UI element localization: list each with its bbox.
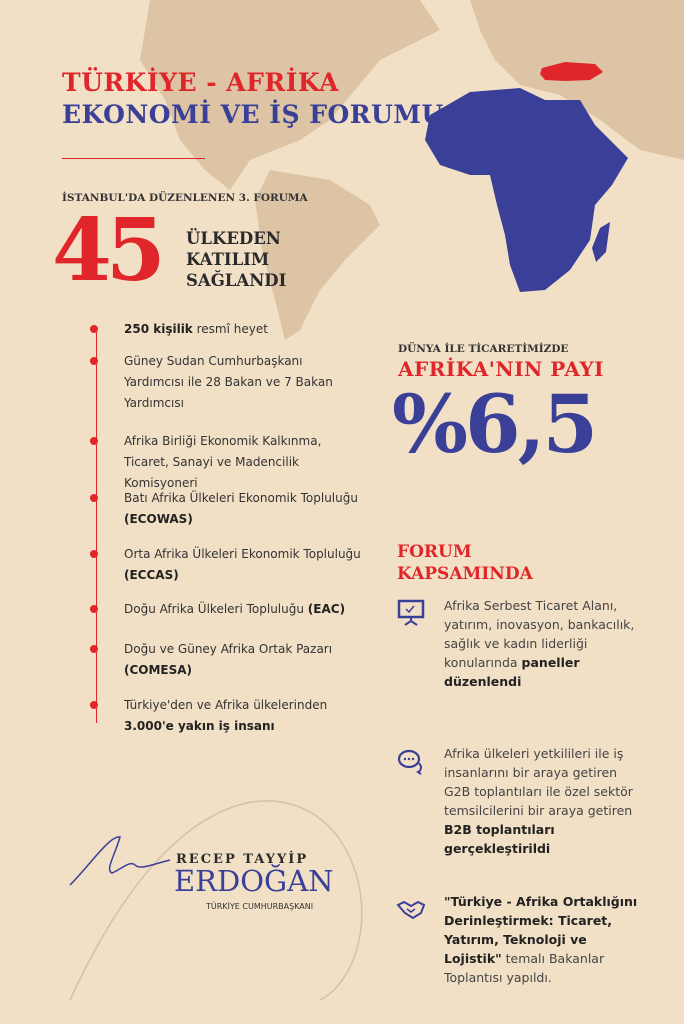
- text-segment: Afrika Serbest Ticaret Alanı, yatırım, i…: [444, 598, 635, 670]
- text-segment: Orta Afrika Ülkeleri Ekonomik Topluluğu: [124, 547, 361, 561]
- participant-text: Batı Afrika Ülkeleri Ekonomik Topluluğu …: [124, 488, 364, 530]
- text-segment: (EAC): [307, 602, 346, 616]
- text-segment: Doğu ve Güney Afrika Ortak Pazarı: [124, 642, 333, 656]
- text-segment: Doğu Afrika Ülkeleri Topluluğu: [124, 602, 308, 616]
- text-segment: (ECCAS): [124, 568, 179, 582]
- africa-map: [425, 88, 628, 292]
- text-segment: Afrika ülkeleri yetkilileri ile iş insan…: [444, 746, 633, 818]
- bullet-dot: [90, 701, 98, 709]
- country-count: 45: [52, 200, 166, 301]
- text-segment: Afrika Birliği Ekonomik Kalkınma, Ticare…: [124, 434, 322, 490]
- stat-subtitle: İSTANBUL'DA DÜZENLENEN 3. FORUMA: [62, 192, 308, 204]
- forum-title: FORUM KAPSAMINDA: [397, 541, 533, 585]
- text-segment: "Türkiye - Afrika Ortaklığını Derinleşti…: [444, 894, 638, 966]
- signatory-first-name: RECEP TAYYİP: [176, 852, 309, 867]
- text-segment: B2B toplantıları gerçekleştirildi: [444, 822, 555, 856]
- text-segment: Türkiye'den ve Afrika ülkelerinden: [124, 698, 328, 712]
- participant-item: 250 kişilik resmî heyet: [90, 319, 364, 340]
- forum-title-line: FORUM: [397, 542, 472, 562]
- bullet-dot: [90, 325, 98, 333]
- text-segment: (COMESA): [124, 663, 193, 677]
- text-segment: paneller düzenlendi: [444, 655, 580, 689]
- madagascar-shape: [592, 222, 610, 262]
- south-america-shape: [255, 170, 380, 340]
- bullet-dot: [90, 605, 98, 613]
- participant-text: Türkiye'den ve Afrika ülkelerinden 3.000…: [124, 695, 364, 737]
- handwritten-signature: [69, 836, 171, 886]
- bullet-dot: [90, 550, 98, 558]
- participant-item: Batı Afrika Ülkeleri Ekonomik Topluluğu …: [90, 488, 364, 530]
- signature-stroke: [69, 800, 363, 1001]
- text-segment: Batı Afrika Ülkeleri Ekonomik Topluluğu: [124, 491, 358, 505]
- trade-label: DÜNYA İLE TİCARETİMİZDE: [398, 343, 569, 355]
- bullet-dot: [90, 437, 98, 445]
- participant-item: Türkiye'den ve Afrika ülkelerinden 3.000…: [90, 695, 364, 737]
- timeline-line: [96, 328, 97, 723]
- text-segment: 250 kişilik: [124, 322, 193, 336]
- forum-title-line: KAPSAMINDA: [397, 564, 533, 584]
- stat-text-line: SAĞLANDI: [186, 271, 287, 290]
- signatory-title: TÜRKİYE CUMHURBAŞKANI: [206, 902, 314, 911]
- text-segment: 3.000'e yakın iş insanı: [124, 719, 275, 733]
- title-line-2: EKONOMİ VE İŞ FORUMU: [62, 100, 444, 129]
- forum-item-text: "Türkiye - Afrika Ortaklığını Derinleşti…: [444, 892, 644, 987]
- bullet-dot: [90, 494, 98, 502]
- participant-item: Afrika Birliği Ekonomik Kalkınma, Ticare…: [90, 431, 364, 494]
- trade-title: AFRİKA'NIN PAYI: [398, 357, 605, 381]
- country-count-text: ÜLKEDEN KATILIM SAĞLANDI: [186, 228, 286, 291]
- turkey-map: [540, 62, 603, 81]
- participant-text: Güney Sudan Cumhurbaşkanı Yardımcısı ile…: [124, 351, 364, 414]
- title-divider: [62, 158, 205, 159]
- participant-text: 250 kişilik resmî heyet: [124, 319, 364, 340]
- bullet-dot: [90, 357, 98, 365]
- stat-text-line: KATILIM: [186, 250, 270, 269]
- participant-text: Doğu ve Güney Afrika Ortak Pazarı (COMES…: [124, 639, 364, 681]
- participant-item: Doğu ve Güney Afrika Ortak Pazarı (COMES…: [90, 639, 364, 681]
- participant-text: Orta Afrika Ülkeleri Ekonomik Topluluğu …: [124, 544, 364, 586]
- participant-item: Doğu Afrika Ülkeleri Topluluğu (EAC): [90, 599, 364, 620]
- text-segment: temalı Bakanlar Toplantısı yapıldı.: [444, 951, 605, 985]
- north-america-shape: [140, 0, 440, 190]
- text-segment: Güney Sudan Cumhurbaşkanı Yardımcısı ile…: [124, 354, 333, 410]
- trade-share-value: %6,5: [392, 377, 598, 471]
- participant-text: Afrika Birliği Ekonomik Kalkınma, Ticare…: [124, 431, 364, 494]
- forum-item-text: Afrika Serbest Ticaret Alanı, yatırım, i…: [444, 596, 644, 691]
- text-segment: (ECOWAS): [124, 512, 193, 526]
- participant-item: Orta Afrika Ülkeleri Ekonomik Topluluğu …: [90, 544, 364, 586]
- chat-bubbles-icon: [397, 749, 422, 775]
- bullet-dot: [90, 645, 98, 653]
- participant-item: Güney Sudan Cumhurbaşkanı Yardımcısı ile…: [90, 351, 364, 414]
- title-line-1: TÜRKİYE - AFRİKA: [62, 68, 340, 97]
- participant-text: Doğu Afrika Ülkeleri Topluluğu (EAC): [124, 599, 364, 620]
- text-segment: resmî heyet: [192, 322, 268, 336]
- presentation-board-icon: [397, 599, 425, 626]
- stat-text-line: ÜLKEDEN: [186, 229, 281, 248]
- handshake-icon: [396, 900, 426, 920]
- signatory-last-name: ERDOĞAN: [174, 864, 334, 898]
- forum-item-text: Afrika ülkeleri yetkilileri ile iş insan…: [444, 744, 644, 858]
